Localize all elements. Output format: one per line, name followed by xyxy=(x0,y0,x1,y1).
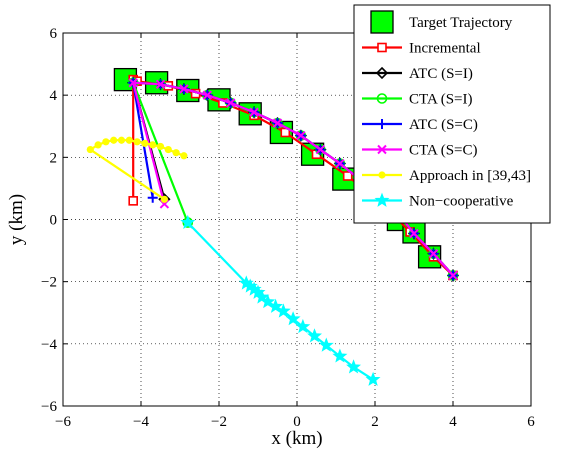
legend-label: Incremental xyxy=(409,41,481,57)
data-point xyxy=(346,359,361,374)
ticks: −6 −4 −2 0 2 4 6 −6 −4 −2 0 2 4 6 xyxy=(41,26,535,430)
legend-marker xyxy=(374,192,390,207)
data-point xyxy=(160,195,168,203)
data-point xyxy=(428,248,439,259)
data-point xyxy=(128,78,138,88)
legend-label: CTA (S=C) xyxy=(409,143,478,159)
x-tick-label: 0 xyxy=(293,414,301,430)
data-point xyxy=(202,90,213,100)
data-point xyxy=(125,136,133,144)
data-point xyxy=(128,196,138,206)
legend-label: Non−cooperative xyxy=(409,194,514,210)
data-point xyxy=(117,136,126,144)
data-point xyxy=(155,79,166,89)
data-point xyxy=(172,149,180,157)
y-tick-label: −6 xyxy=(41,399,57,415)
data-point xyxy=(133,138,141,146)
data-point xyxy=(86,145,94,154)
data-point xyxy=(335,158,345,169)
x-tick-label: −6 xyxy=(55,414,71,430)
data-point xyxy=(164,145,172,154)
data-point xyxy=(110,136,118,144)
legend-label: ATC (S=C) xyxy=(409,117,478,133)
y-tick-label: −2 xyxy=(41,275,57,291)
data-point xyxy=(318,337,334,352)
x-axis-label: x (km) xyxy=(271,428,322,449)
legend-marker xyxy=(377,42,387,53)
y-tick-label: −4 xyxy=(41,337,57,353)
x-tick-label: 6 xyxy=(527,414,535,430)
data-point xyxy=(141,139,149,147)
y-tick-label: 6 xyxy=(50,26,58,42)
data-point xyxy=(225,98,236,108)
data-point xyxy=(296,130,306,141)
data-point xyxy=(94,141,102,149)
x-tick-label: 2 xyxy=(371,414,379,430)
data-point xyxy=(295,318,311,334)
data-point xyxy=(272,118,283,128)
legend-marker xyxy=(375,66,389,80)
y-tick-label: 2 xyxy=(50,150,58,166)
x-tick-label: −2 xyxy=(211,414,227,430)
data-point xyxy=(285,311,301,326)
y-axis-label: y (km) xyxy=(6,194,27,245)
legend-entry: Target Trajectory xyxy=(370,10,513,34)
data-point xyxy=(315,144,326,155)
data-point xyxy=(149,141,157,149)
x-tick-label: 4 xyxy=(449,414,457,430)
y-tick-label: 4 xyxy=(50,88,58,104)
legend-label: ATC (S=I) xyxy=(409,66,473,82)
data-point xyxy=(448,270,458,281)
legend-label: CTA (S=I) xyxy=(409,92,473,108)
data-point xyxy=(180,152,188,160)
data-point xyxy=(409,228,419,239)
legend-entry: Approach in [39,43] xyxy=(362,168,531,184)
legend: Target Trajectory Incremental ATC (S=I) CTA… xyxy=(353,4,551,224)
x-tick-label: −4 xyxy=(133,414,149,430)
legend-marker xyxy=(377,119,387,129)
data-point xyxy=(365,371,381,386)
legend-box xyxy=(353,4,551,224)
series-line xyxy=(132,77,454,277)
data-point xyxy=(147,192,158,203)
series-7 xyxy=(180,214,381,386)
legend-marker xyxy=(377,144,387,155)
data-point xyxy=(180,214,196,229)
legend-entry: ATC (S=I) xyxy=(362,66,473,82)
legend-entry: CTA (S=C) xyxy=(362,143,478,159)
data-point xyxy=(260,294,276,309)
data-point xyxy=(342,171,353,181)
data-point xyxy=(249,107,259,117)
legend-marker xyxy=(370,10,394,34)
data-point xyxy=(156,142,165,151)
legend-entry: ATC (S=C) xyxy=(362,117,478,133)
data-point xyxy=(102,138,110,146)
legend-marker xyxy=(376,93,388,104)
data-point xyxy=(332,348,348,363)
data-point xyxy=(275,303,291,318)
series-6 xyxy=(86,136,188,203)
legend-entry: Non−cooperative xyxy=(362,192,514,210)
legend-entry: CTA (S=I) xyxy=(362,92,473,108)
legend-entry: Incremental xyxy=(362,41,481,57)
legend-label: Target Trajectory xyxy=(409,15,513,31)
data-point xyxy=(179,84,189,94)
data-point xyxy=(307,328,322,343)
legend-marker xyxy=(378,171,386,179)
legend-label: Approach in [39,43] xyxy=(409,168,531,184)
data-point xyxy=(268,298,283,313)
y-tick-label: 0 xyxy=(50,213,58,229)
